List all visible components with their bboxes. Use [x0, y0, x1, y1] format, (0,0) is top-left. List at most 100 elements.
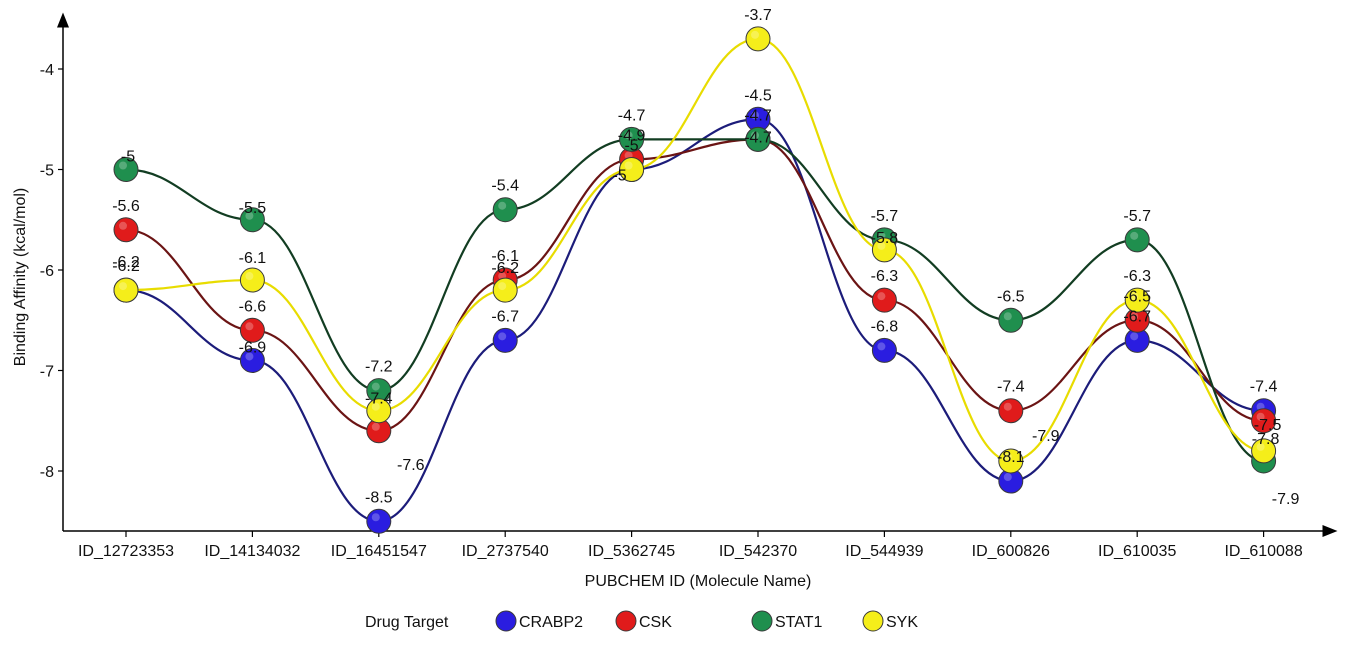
legend-marker-crabp2	[495, 610, 517, 632]
data-point-stat1[interactable]	[239, 207, 265, 233]
data-point-highlight	[1130, 292, 1139, 301]
data-point-highlight	[877, 342, 886, 351]
data-point-highlight	[1130, 332, 1139, 341]
data-label-syk: -7.9	[1032, 428, 1060, 445]
x-tick-label: ID_12723353	[78, 543, 174, 560]
data-label-csk: -4.7	[744, 107, 772, 124]
data-label-csk: -5.6	[112, 198, 140, 215]
data-point-highlight	[245, 352, 254, 361]
legend-marker-stat1	[751, 610, 773, 632]
data-point-stat1[interactable]	[745, 126, 771, 152]
data-label-stat1: -6.5	[997, 288, 1025, 305]
series-layer	[113, 26, 1277, 534]
data-label-syk: -3.7	[744, 7, 772, 24]
data-label-crabp2: -5	[624, 138, 638, 155]
data-point-highlight	[1256, 442, 1265, 451]
x-tick-label: ID_542370	[719, 543, 797, 560]
data-point-highlight	[119, 221, 127, 230]
data-point-syk[interactable]	[492, 277, 518, 303]
data-point-crabp2[interactable]	[492, 327, 518, 353]
legend-label-syk: SYK	[886, 614, 918, 631]
data-label-crabp2: -6.8	[871, 318, 899, 335]
data-point-highlight	[245, 322, 254, 331]
data-point-highlight	[751, 30, 759, 39]
data-point-syk[interactable]	[998, 448, 1024, 474]
data-label-syk: -7.8	[1252, 431, 1280, 448]
data-point-syk[interactable]	[1124, 287, 1150, 313]
data-point-csk[interactable]	[1251, 408, 1277, 434]
data-point-stat1[interactable]	[113, 157, 139, 182]
data-point-crabp2[interactable]	[871, 337, 897, 363]
data-label-crabp2: -8.1	[997, 449, 1025, 466]
data-label-csk: -6.5	[1123, 288, 1151, 305]
data-point-stat1[interactable]	[619, 126, 645, 152]
legend-marker-csk	[615, 610, 637, 632]
series-line-stat1	[125, 138, 1264, 463]
series-line-csk	[125, 138, 1264, 432]
data-point-highlight	[624, 161, 633, 170]
legend-title: Drug Target	[365, 614, 449, 631]
x-tick-label: ID_2737540	[462, 543, 549, 560]
data-label-crabp2: -7.4	[1250, 379, 1278, 396]
data-point-csk[interactable]	[239, 317, 265, 343]
legend-label-csk: CSK	[639, 614, 672, 631]
data-label-syk: -6.3	[1123, 268, 1151, 285]
data-point-highlight	[1003, 452, 1012, 461]
x-tick-label: ID_610088	[1224, 543, 1302, 560]
data-point-stat1[interactable]	[998, 307, 1024, 333]
data-point-syk[interactable]	[745, 26, 771, 52]
data-point-syk[interactable]	[239, 267, 265, 293]
data-point-highlight	[877, 241, 886, 250]
y-tick-label: -5	[40, 163, 54, 180]
data-point-highlight	[877, 292, 886, 301]
data-point-stat1[interactable]	[492, 197, 518, 223]
data-point-highlight	[1256, 412, 1265, 421]
data-label-stat1: -5	[121, 149, 135, 166]
data-point-highlight	[371, 402, 380, 411]
data-point-highlight	[1130, 231, 1139, 240]
data-point-highlight	[624, 131, 633, 140]
data-point-highlight	[371, 422, 380, 431]
data-point-crabp2[interactable]	[239, 347, 265, 373]
data-point-highlight	[371, 513, 380, 522]
data-label-syk: -5.8	[871, 230, 899, 247]
data-point-csk[interactable]	[871, 287, 897, 313]
data-point-csk[interactable]	[998, 398, 1024, 424]
x-tick-label: ID_610035	[1098, 543, 1176, 560]
data-label-csk: -6.3	[871, 268, 899, 285]
x-tick-label: ID_544939	[845, 543, 923, 560]
x-tick-label: ID_16451547	[331, 543, 427, 560]
x-axis-title: PUBCHEM ID (Molecule Name)	[585, 573, 812, 590]
data-point-highlight	[1003, 402, 1012, 411]
data-point-highlight	[245, 272, 254, 281]
data-point-highlight	[1003, 473, 1012, 482]
data-point-highlight	[498, 201, 507, 210]
series-line-syk	[125, 37, 1264, 463]
y-axis-title: Binding Affinity (kcal/mol)	[12, 188, 29, 366]
data-point-syk[interactable]	[366, 398, 392, 424]
data-label-crabp2: -6.7	[1123, 308, 1151, 325]
data-point-stat1[interactable]	[1124, 227, 1150, 253]
data-point-syk[interactable]	[113, 277, 139, 303]
legend: Drug Target CRABP2 CSK STAT1 SYK	[365, 610, 918, 632]
data-point-crabp2[interactable]	[366, 508, 392, 534]
data-point-csk[interactable]	[113, 217, 139, 243]
data-point-highlight	[119, 161, 127, 170]
y-tick-label: -4	[40, 62, 54, 79]
data-point-syk[interactable]	[619, 157, 645, 182]
data-label-stat1: -5.5	[239, 200, 267, 217]
data-label-syk: -6.1	[239, 250, 267, 267]
data-point-highlight	[498, 332, 507, 341]
data-label-crabp2: -6.9	[239, 339, 267, 356]
data-point-highlight	[498, 282, 507, 291]
data-label-stat1: -5.4	[491, 178, 519, 195]
legend-marker-syk	[862, 610, 884, 632]
data-label-csk: -7.4	[997, 379, 1025, 396]
data-point-syk[interactable]	[871, 237, 897, 263]
y-tick-label: -6	[40, 263, 54, 280]
data-point-highlight	[751, 111, 759, 120]
data-point-syk[interactable]	[1251, 438, 1277, 464]
data-label-stat1: -4.7	[744, 129, 772, 146]
